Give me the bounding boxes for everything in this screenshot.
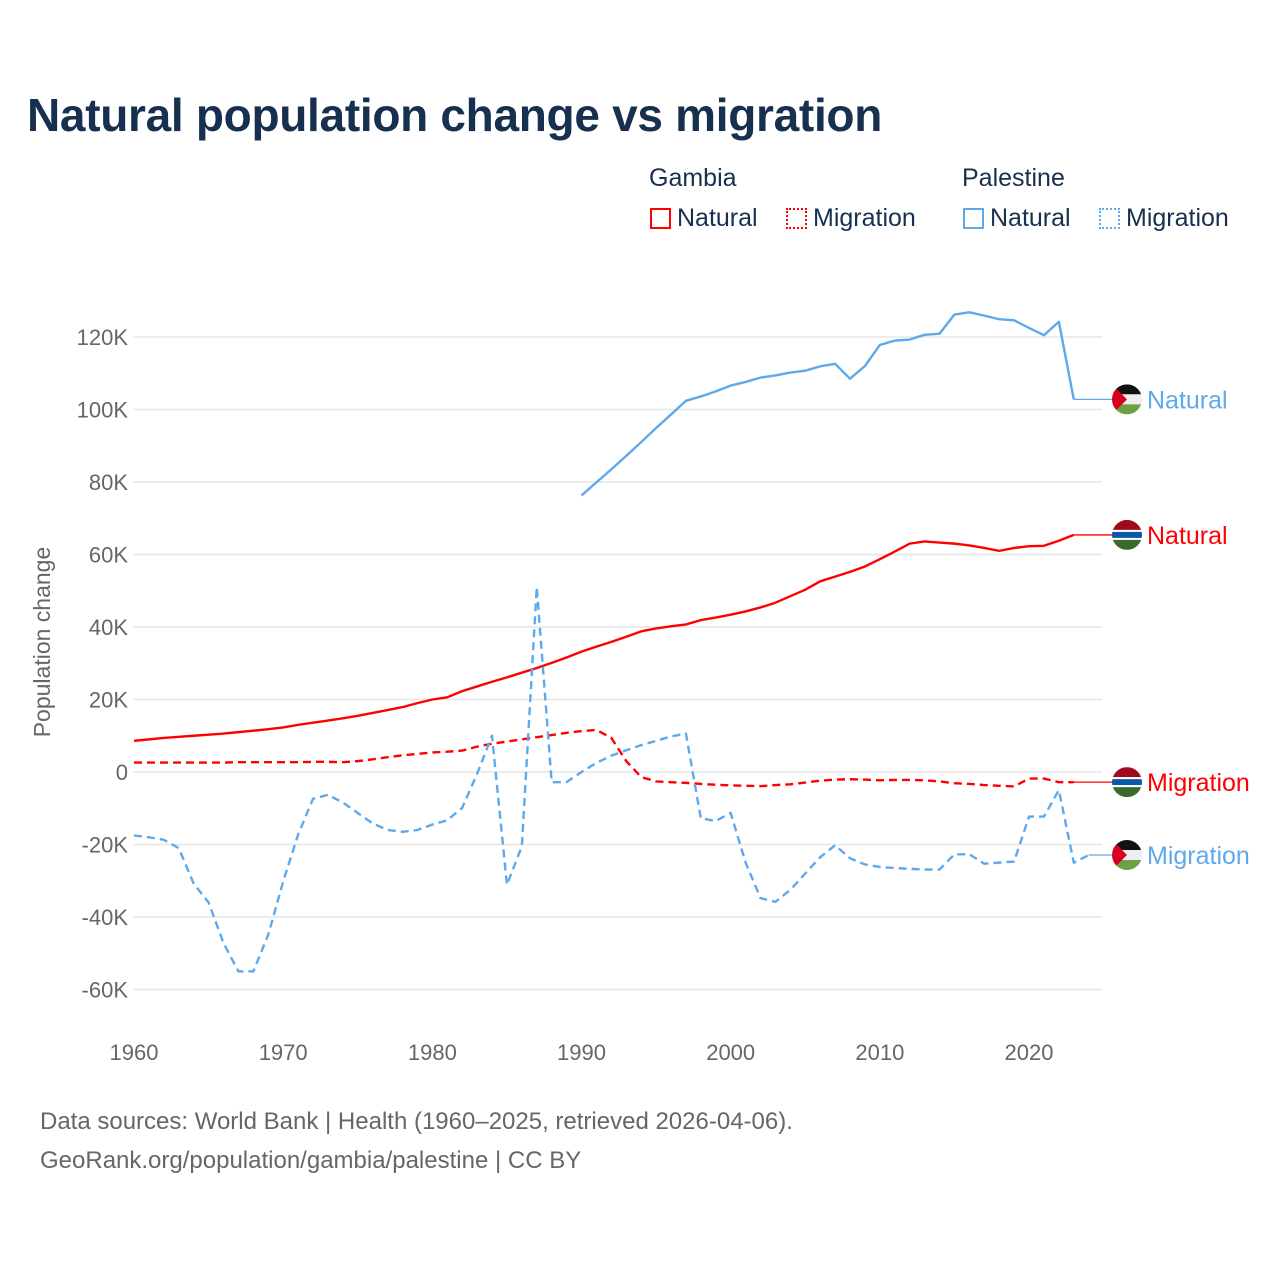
legend-label: Migration [813,204,916,232]
x-tick-label: 1970 [259,1040,308,1065]
series-end-label: Migration [1147,769,1250,797]
footer-attribution: GeoRank.org/population/gambia/palestine … [40,1147,582,1174]
gambia-flag-icon [1112,767,1142,797]
series-line-gambia-migration [134,728,1074,788]
y-tick-label: -40K [82,905,129,930]
y-tick-label: 100K [77,398,129,423]
y-tick-label: -60K [82,978,129,1003]
y-tick-label: 0 [116,760,128,785]
y-tick-label: 20K [89,688,128,713]
series-line-palestine-migration [133,585,1090,973]
series-end-label: Natural [1147,386,1228,414]
x-tick-label: 1960 [110,1040,159,1065]
legend-swatch-dotted [786,208,807,229]
y-tick-label: 120K [77,325,129,350]
legend-item-palestine-natural[interactable]: Natural [963,204,1071,233]
series-end-label: Natural [1147,522,1228,550]
legend-label: Natural [677,204,758,232]
x-tick-label: 2020 [1005,1040,1054,1065]
chart-title: Natural population change vs migration [27,89,883,141]
y-tick-label: 40K [89,615,128,640]
x-tick-label: 1990 [557,1040,606,1065]
y-tick-label: -20K [82,833,129,858]
legend-label: Natural [990,204,1071,232]
series-end-label: Migration [1147,842,1250,870]
legend-label: Migration [1126,204,1229,232]
legend-item-palestine-migration[interactable]: Migration [1099,204,1229,233]
footer-sources: Data sources: World Bank | Health (1960–… [40,1108,793,1135]
legend-swatch-solid [650,208,671,229]
series-line-gambia-natural [133,533,1075,743]
x-tick-label: 2000 [706,1040,755,1065]
x-tick-label: 2010 [855,1040,904,1065]
legend-item-gambia-migration[interactable]: Migration [786,204,916,233]
legend-group-palestine: Palestine [962,164,1065,192]
gambia-flag-icon [1112,520,1142,550]
legend-swatch-dotted [1099,208,1120,229]
series-line-palestine-natural [580,311,1075,497]
palestine-flag-icon [1112,840,1142,870]
legend-item-gambia-natural[interactable]: Natural [650,204,758,233]
y-axis-label: Population change [29,547,55,738]
y-tick-label: 80K [89,470,128,495]
palestine-flag-icon [1112,384,1142,414]
y-tick-label: 60K [89,543,128,568]
legend-group-gambia: Gambia [649,164,737,192]
x-tick-label: 1980 [408,1040,457,1065]
legend-swatch-solid [963,208,984,229]
